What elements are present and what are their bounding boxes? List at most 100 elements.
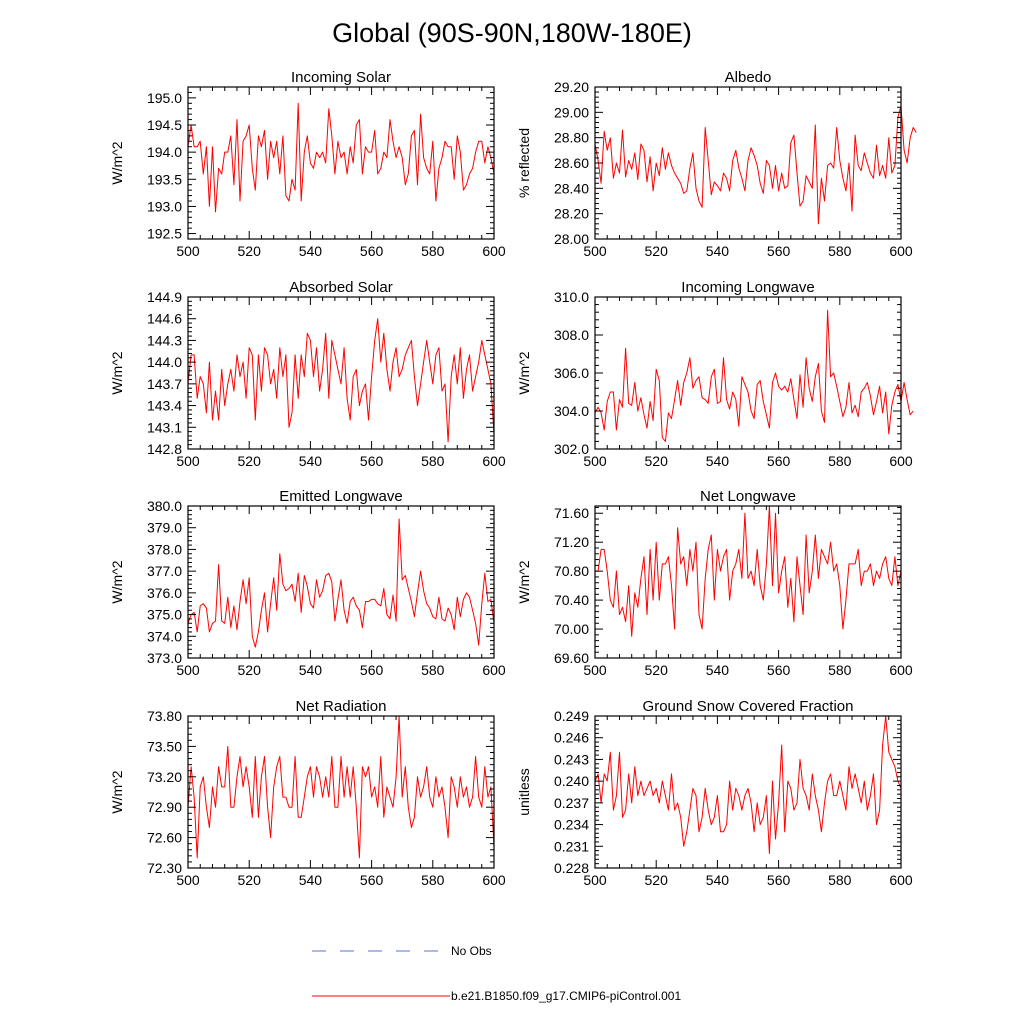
- y-tick-label: 195.0: [147, 90, 182, 106]
- y-tick-label: 0.240: [554, 773, 589, 789]
- series-line: [594, 309, 914, 442]
- y-tick-label: 73.20: [147, 769, 182, 785]
- y-tick-label: 142.8: [147, 441, 182, 457]
- y-tick-label: 304.0: [554, 403, 589, 419]
- y-tick-label: 308.0: [554, 327, 589, 343]
- x-tick-label: 580: [828, 662, 852, 678]
- x-tick-label: 560: [360, 453, 384, 469]
- y-axis-label: W/m^2: [516, 351, 532, 394]
- x-tick-label: 520: [238, 662, 262, 678]
- y-tick-label: 143.4: [147, 398, 182, 414]
- x-tick-label: 580: [421, 662, 445, 678]
- y-tick-label: 193.5: [147, 171, 182, 187]
- x-tick-label: 560: [767, 243, 791, 259]
- y-tick-label: 193.0: [147, 198, 182, 214]
- y-tick-label: 144.6: [147, 311, 182, 327]
- y-tick-label: 71.20: [554, 534, 589, 550]
- y-tick-label: 28.00: [554, 231, 589, 247]
- y-tick-label: 29.20: [554, 79, 589, 95]
- x-tick-label: 560: [767, 872, 791, 888]
- y-tick-label: 0.249: [554, 708, 589, 724]
- x-tick-label: 500: [583, 243, 607, 259]
- x-tick-label: 540: [706, 662, 730, 678]
- series-line: [187, 318, 495, 443]
- y-tick-label: 71.60: [554, 505, 589, 521]
- x-tick-label: 520: [645, 872, 669, 888]
- panel-grid: Incoming Solar W/m^2 500 520 540 560 580 600 192…: [109, 69, 917, 888]
- x-tick-label: 520: [238, 243, 262, 259]
- y-tick-label: 29.00: [554, 104, 589, 120]
- x-tick-label: 580: [828, 243, 852, 259]
- x-tick-label: 600: [889, 243, 913, 259]
- plot-frame: [594, 715, 902, 869]
- x-tick-label: 540: [299, 872, 323, 888]
- x-tick-label: 600: [482, 453, 506, 469]
- x-tick-label: 600: [889, 872, 913, 888]
- y-tick-label: 373.0: [147, 650, 182, 666]
- series-line: [594, 105, 917, 225]
- legend: No Obs b.e21.B1850.f09_g17.CMIP6-piContr…: [312, 944, 681, 1003]
- y-tick-label: 28.20: [554, 206, 589, 222]
- y-axis-label: W/m^2: [109, 351, 125, 394]
- x-tick-label: 560: [360, 662, 384, 678]
- chart-title: Ground Snow Covered Fraction: [643, 698, 854, 715]
- x-tick-label: 560: [360, 872, 384, 888]
- y-tick-label: 28.60: [554, 155, 589, 171]
- series-line: [187, 102, 495, 213]
- plot-frame: [187, 505, 495, 659]
- y-tick-label: 144.9: [147, 289, 182, 305]
- x-tick-label: 560: [767, 453, 791, 469]
- chart-title: Albedo: [725, 69, 772, 86]
- x-tick-label: 600: [889, 662, 913, 678]
- y-tick-label: 144.3: [147, 332, 182, 348]
- chart-panel-2: Albedo % reflected 500 520 540 560 580 600 28.00…: [516, 69, 917, 259]
- y-tick-label: 70.80: [554, 563, 589, 579]
- y-tick-label: 69.60: [554, 650, 589, 666]
- series-line: [187, 518, 495, 648]
- y-tick-label: 302.0: [554, 441, 589, 457]
- x-tick-label: 520: [238, 872, 262, 888]
- chart-panel-8: Ground Snow Covered Fraction unitless 500 5…: [516, 698, 913, 888]
- y-tick-label: 0.228: [554, 860, 589, 876]
- y-axis-label: % reflected: [516, 128, 532, 198]
- x-tick-label: 540: [299, 662, 323, 678]
- series-line: [187, 715, 495, 859]
- chart-title: Incoming Longwave: [681, 279, 814, 296]
- x-tick-label: 540: [299, 453, 323, 469]
- y-tick-label: 380.0: [147, 498, 182, 514]
- y-tick-label: 72.90: [147, 799, 182, 815]
- y-tick-label: 73.50: [147, 738, 182, 754]
- y-tick-label: 0.234: [554, 817, 589, 833]
- y-axis-label: W/m^2: [109, 770, 125, 813]
- x-tick-label: 580: [421, 872, 445, 888]
- x-tick-label: 600: [482, 872, 506, 888]
- x-tick-label: 500: [176, 662, 200, 678]
- y-tick-label: 0.246: [554, 730, 589, 746]
- chart-panel-7: Net Radiation W/m^2 500 520 540 560 580 600 72.3…: [109, 698, 506, 888]
- x-tick-label: 560: [767, 662, 791, 678]
- x-tick-label: 600: [482, 243, 506, 259]
- chart-title: Net Radiation: [296, 698, 387, 715]
- chart-panel-4: Incoming Longwave W/m^2 500 520 540 560 580 600…: [516, 279, 914, 469]
- plot-frame: [187, 296, 495, 450]
- chart-panel-3: Absorbed Solar W/m^2 500 520 540 560 580 600 142…: [109, 279, 506, 469]
- x-tick-label: 580: [828, 453, 852, 469]
- y-tick-label: 72.30: [147, 860, 182, 876]
- y-tick-label: 28.40: [554, 180, 589, 196]
- y-axis-label: W/m^2: [109, 560, 125, 603]
- legend-entry-no-obs: No Obs: [312, 944, 492, 958]
- x-tick-label: 600: [889, 453, 913, 469]
- y-tick-label: 376.0: [147, 585, 182, 601]
- plot-frame: [594, 296, 902, 450]
- x-tick-label: 500: [176, 453, 200, 469]
- y-axis-label: W/m^2: [516, 560, 532, 603]
- chart-title: Absorbed Solar: [289, 279, 392, 296]
- chart-panel-1: Incoming Solar W/m^2 500 520 540 560 580 600 192…: [109, 69, 506, 259]
- x-tick-label: 520: [645, 243, 669, 259]
- x-tick-label: 520: [238, 453, 262, 469]
- x-tick-label: 600: [482, 662, 506, 678]
- y-tick-label: 194.0: [147, 144, 182, 160]
- x-tick-label: 540: [706, 243, 730, 259]
- chart-panel-6: Net Longwave W/m^2 500 520 540 560 580 600 69.60…: [516, 488, 913, 678]
